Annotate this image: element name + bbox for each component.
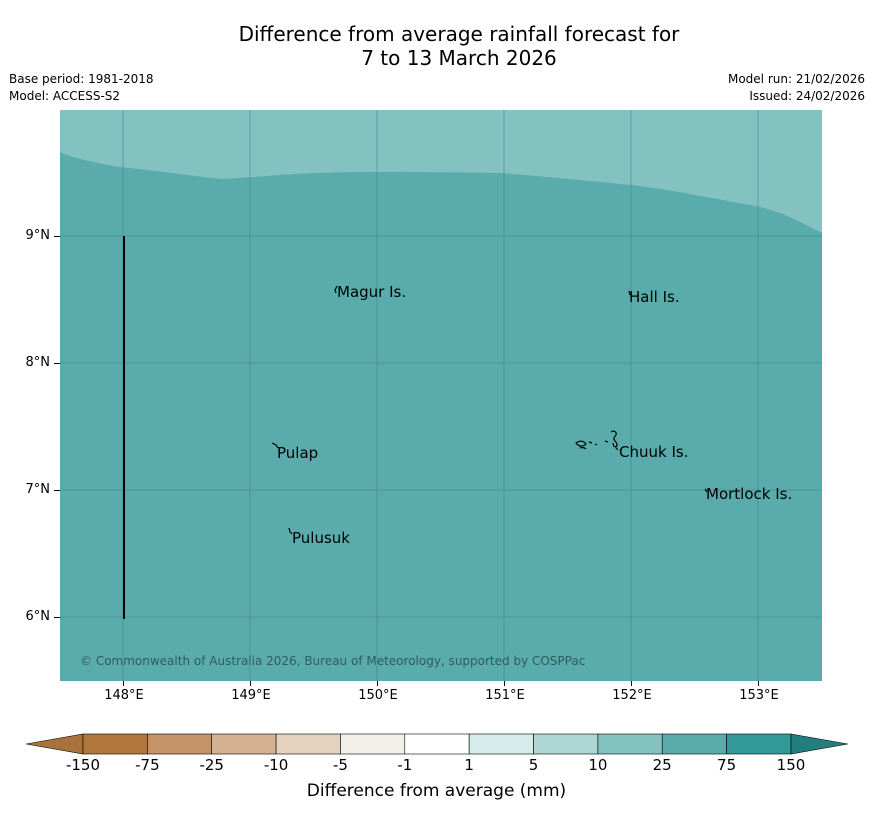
colorbar-cell bbox=[468, 733, 534, 755]
title-line-1: Difference from average rainfall forecas… bbox=[238, 22, 680, 46]
lon-label-148e: 148°E bbox=[104, 688, 144, 703]
lon-tick-149e bbox=[250, 681, 251, 686]
lat-tick-8n bbox=[54, 363, 60, 364]
model-name: Model: ACCESS-S2 bbox=[9, 89, 121, 103]
island-hall bbox=[628, 290, 631, 296]
colorbar-cell bbox=[340, 733, 406, 755]
colorbar-cell bbox=[597, 733, 663, 755]
colorbar-cell bbox=[404, 733, 470, 755]
lat-label-7n: 7°N bbox=[25, 482, 51, 497]
rainfall-map: Magur Is. Hall Is. Pulap Chuuk Is. Mortl… bbox=[60, 110, 822, 681]
band-25-75 bbox=[60, 110, 822, 681]
colorbar-tick-label: 25 bbox=[652, 756, 672, 774]
map-canvas bbox=[60, 110, 822, 681]
lon-tick-148e bbox=[123, 681, 124, 686]
colorbar-cell bbox=[147, 733, 213, 755]
label-pulap: Pulap bbox=[277, 444, 319, 462]
lat-label-9n: 9°N bbox=[25, 228, 51, 243]
colorbar-tick-label: -5 bbox=[332, 756, 348, 774]
label-chuuk: Chuuk Is. bbox=[619, 443, 689, 461]
colorbar-tick-label: 1 bbox=[464, 756, 474, 774]
band-10-25 bbox=[60, 110, 822, 233]
colorbar-cell bbox=[211, 733, 277, 755]
lat-tick-7n bbox=[54, 490, 60, 491]
colorbar-tick-label: -10 bbox=[263, 756, 289, 774]
lat-label-8n: 8°N bbox=[25, 355, 51, 370]
colorbar-cell bbox=[661, 733, 727, 755]
lon-tick-152e bbox=[631, 681, 632, 686]
lon-label-152e: 152°E bbox=[612, 688, 652, 703]
island-pulap bbox=[271, 442, 279, 449]
label-hall: Hall Is. bbox=[629, 288, 680, 306]
island-outlines bbox=[271, 285, 708, 535]
colorbar-cell bbox=[533, 733, 599, 755]
lon-label-150e: 150°E bbox=[358, 688, 398, 703]
colorbar-cell bbox=[726, 733, 792, 755]
issued-date: Issued: 24/02/2026 bbox=[749, 89, 865, 103]
lat-label-6n: 6°N bbox=[25, 609, 51, 624]
colorbar bbox=[26, 733, 848, 755]
colorbar-title: Difference from average (mm) bbox=[306, 781, 567, 801]
colorbar-high-arrow bbox=[790, 733, 848, 755]
label-pulusuk: Pulusuk bbox=[292, 529, 350, 547]
label-mortlock: Mortlock Is. bbox=[706, 485, 793, 503]
lon-label-149e: 149°E bbox=[231, 688, 271, 703]
lon-tick-153e bbox=[758, 681, 759, 686]
model-run: Model run: 21/02/2026 bbox=[727, 72, 865, 86]
map-title: Difference from average rainfall forecas… bbox=[0, 22, 873, 70]
island-mortlock bbox=[704, 488, 708, 493]
lat-tick-9n bbox=[54, 236, 60, 237]
title-line-2: 7 to 13 March 2026 bbox=[361, 46, 557, 70]
colorbar-cell bbox=[275, 733, 341, 755]
meta-right: Model run: 21/02/2026 Issued: 24/02/2026 bbox=[728, 71, 865, 105]
colorbar-tick-label: -150 bbox=[65, 756, 101, 774]
lon-label-151e: 151°E bbox=[485, 688, 525, 703]
colorbar-tick-label: 10 bbox=[588, 756, 608, 774]
lon-label-153e: 153°E bbox=[739, 688, 779, 703]
colorbar-tick-label: 5 bbox=[528, 756, 539, 774]
lon-tick-151e bbox=[504, 681, 505, 686]
colorbar-low-arrow bbox=[26, 733, 84, 755]
island-magur bbox=[334, 285, 338, 294]
colorbar-tick-label: -75 bbox=[135, 756, 160, 774]
colorbar-tick-label: 150 bbox=[776, 756, 806, 774]
island-pulusuk bbox=[288, 527, 293, 535]
lat-tick-6n bbox=[54, 617, 60, 618]
label-magur: Magur Is. bbox=[337, 283, 407, 301]
colorbar-tick-label: -25 bbox=[199, 756, 224, 774]
chuuk-lagoon bbox=[575, 430, 619, 451]
meta-left: Base period: 1981-2018 Model: ACCESS-S2 bbox=[9, 71, 154, 105]
colorbar-cells bbox=[82, 733, 792, 755]
colorbar-tick-label: 75 bbox=[717, 756, 737, 774]
base-period: Base period: 1981-2018 bbox=[9, 72, 154, 86]
colorbar-cell bbox=[82, 733, 148, 755]
lon-tick-150e bbox=[377, 681, 378, 686]
colorbar-tick-label: -1 bbox=[397, 756, 413, 774]
copyright-notice: © Commonwealth of Australia 2026, Bureau… bbox=[80, 654, 586, 668]
